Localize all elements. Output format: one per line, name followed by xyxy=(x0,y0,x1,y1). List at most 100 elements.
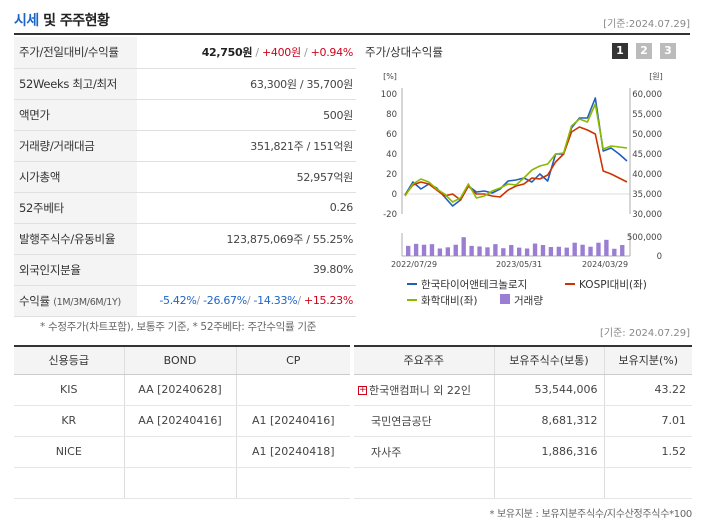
credit-header-rating: 신용등급 xyxy=(14,346,124,375)
return-periods: (1M/3M/6M/1Y) xyxy=(53,296,121,308)
holder-name xyxy=(354,467,494,499)
right-tick-label: 45,000 xyxy=(632,150,662,160)
table-row: KR AA [20240416] A1 [20240416] xyxy=(14,405,350,437)
chart-button-2[interactable]: 2 xyxy=(636,43,652,59)
volume-bar xyxy=(580,244,585,256)
volume-bar xyxy=(421,244,427,256)
price-chart: [%] [원] 100 60,000 80 55,000 60 50,000 40 45,000 2… xyxy=(381,72,663,307)
volume-bar xyxy=(620,245,625,256)
price-note: * 수정주가(차트포함), 보통주 기준, * 52주베타: 주간수익률 기준 xyxy=(40,321,317,333)
beta-row: 52주베타 0.26 xyxy=(14,192,356,224)
volume-tick-label: 500,000 xyxy=(627,233,662,243)
mcap-label: 시가총액 xyxy=(14,161,137,193)
w52-row: 52Weeks 최고/최저 63,300원 / 35,700원 xyxy=(14,68,356,100)
holder-pct: 43.22 xyxy=(603,374,692,406)
volume-bar xyxy=(596,242,601,256)
legend-label: KOSPI대비(좌) xyxy=(579,279,647,291)
credit-header-bond: BOND xyxy=(123,346,236,375)
mcap-value: 52,957억원 xyxy=(137,161,356,193)
volume-bar xyxy=(517,247,522,256)
par-row: 액면가 500원 xyxy=(14,99,356,131)
reference-date: [기준:2024.07.29] xyxy=(603,19,690,30)
section-title-highlight: 시세 xyxy=(14,13,39,29)
volume-bar xyxy=(612,248,617,256)
volume-bar xyxy=(548,247,554,256)
volume-bar xyxy=(445,247,451,256)
holder-name: 국민연금공단 xyxy=(354,405,494,437)
chart-panel: 주가/상대수익률 1 2 3 [%] [원] 100 60,000 80 55,000 60… xyxy=(360,37,690,317)
legend-swatch xyxy=(500,294,510,304)
section-title: 시세 및 주주현황 xyxy=(14,10,110,30)
series-line-2 xyxy=(404,103,628,203)
credit-bond: AA [20240628] xyxy=(123,374,236,406)
table-row: + 한국앤컴퍼니 외 22인 53,544,006 43.22 xyxy=(354,374,692,406)
chart-button-1[interactable]: 1 xyxy=(612,43,628,59)
mcap-row: 시가총액 52,957억원 xyxy=(14,161,356,193)
price-change-pct: +0.94% xyxy=(310,46,354,60)
right-tick-label: 35,000 xyxy=(632,190,662,200)
credit-agency: NICE xyxy=(14,436,124,468)
foreign-value: 39.80% xyxy=(137,254,356,286)
holders-header-pct: 보유지분(%) xyxy=(603,346,692,375)
left-axis-unit: [%] xyxy=(383,72,397,81)
volume-tick-label: 0 xyxy=(657,252,662,262)
section-header: 시세 및 주주현황 [기준:2024.07.29] xyxy=(14,9,690,35)
left-tick-label: 100 xyxy=(381,90,397,100)
legend-label: 거래량 xyxy=(514,295,543,307)
price-change: +400원 xyxy=(261,46,301,60)
return-6m: -14.33% xyxy=(253,294,298,307)
volume-bar xyxy=(469,245,474,256)
holders-header-name: 주요주주 xyxy=(354,346,494,375)
table-row: NICE A1 [20240418] xyxy=(14,436,350,468)
volume-bar xyxy=(572,242,577,256)
left-tick-label: 0 xyxy=(392,190,397,200)
beta-value: 0.26 xyxy=(137,192,356,224)
return-label-text: 수익률 xyxy=(19,293,50,308)
series-line-1 xyxy=(404,126,628,201)
right-axis-unit: [원] xyxy=(649,72,663,81)
holder-shares: 8,681,312 xyxy=(493,405,604,437)
price-summary-table: 주가/전일대비/수익률 42,750원 / +400원 / +0.94% 52W… xyxy=(14,37,356,317)
volume-bar xyxy=(485,247,490,256)
credit-bond xyxy=(123,467,236,499)
volume-bar xyxy=(532,243,538,256)
right-tick-label: 50,000 xyxy=(632,130,662,140)
holders-note: * 보유지분 : 보유지분주식수/지수산정주식수*100 xyxy=(489,509,692,520)
left-tick-label: 80 xyxy=(386,110,397,120)
price-value: 42,750원 / +400원 / +0.94% xyxy=(137,37,356,69)
legend-label: 한국타이어앤테크놀로지 xyxy=(421,279,527,291)
expand-icon[interactable]: + xyxy=(358,385,367,395)
par-label: 액면가 xyxy=(14,99,137,131)
foreign-row: 외국인지분율 39.80% xyxy=(14,254,356,286)
volume-value: 351,821주 / 151억원 xyxy=(137,130,356,162)
table-row: 국민연금공단 8,681,312 7.01 xyxy=(354,405,692,437)
return-1m: -5.42% xyxy=(159,294,197,307)
credit-agency: KIS xyxy=(14,374,124,406)
holders-header-shares: 보유주식수(보통) xyxy=(493,346,604,375)
left-tick-label: -20 xyxy=(383,210,397,220)
holder-pct: 7.01 xyxy=(603,405,692,437)
credit-cp xyxy=(235,374,350,406)
table-row: KIS AA [20240628] xyxy=(14,374,350,406)
right-tick-label: 40,000 xyxy=(632,170,662,180)
par-value: 500원 xyxy=(137,99,356,131)
w52-value: 63,300원 / 35,700원 xyxy=(137,68,356,100)
x-tick-label: 2023/05/31 xyxy=(496,260,542,269)
shareholders-table: 주요주주 보유주식수(보통) 보유지분(%) + 한국앤컴퍼니 외 22인 53,… xyxy=(354,345,692,499)
volume-bar xyxy=(406,245,411,256)
volume-bar xyxy=(564,247,569,256)
volume-bar xyxy=(509,245,514,256)
volume-bar xyxy=(461,237,466,256)
volume-bar xyxy=(413,243,419,256)
shares-value: 123,875,069주 / 55.25% xyxy=(137,223,356,255)
credit-agency: KR xyxy=(14,405,124,437)
volume-bar xyxy=(453,244,458,256)
credit-bond: AA [20240416] xyxy=(123,405,236,437)
table-row xyxy=(14,467,350,499)
section-title-rest: 및 주주현황 xyxy=(43,13,110,29)
holder-name-text[interactable]: 한국앤컴퍼니 외 22인 xyxy=(369,383,471,397)
volume-bar xyxy=(493,244,498,256)
shares-label: 발행주식수/유동비율 xyxy=(14,223,137,255)
chart-button-3[interactable]: 3 xyxy=(660,43,676,59)
foreign-label: 외국인지분율 xyxy=(14,254,137,286)
